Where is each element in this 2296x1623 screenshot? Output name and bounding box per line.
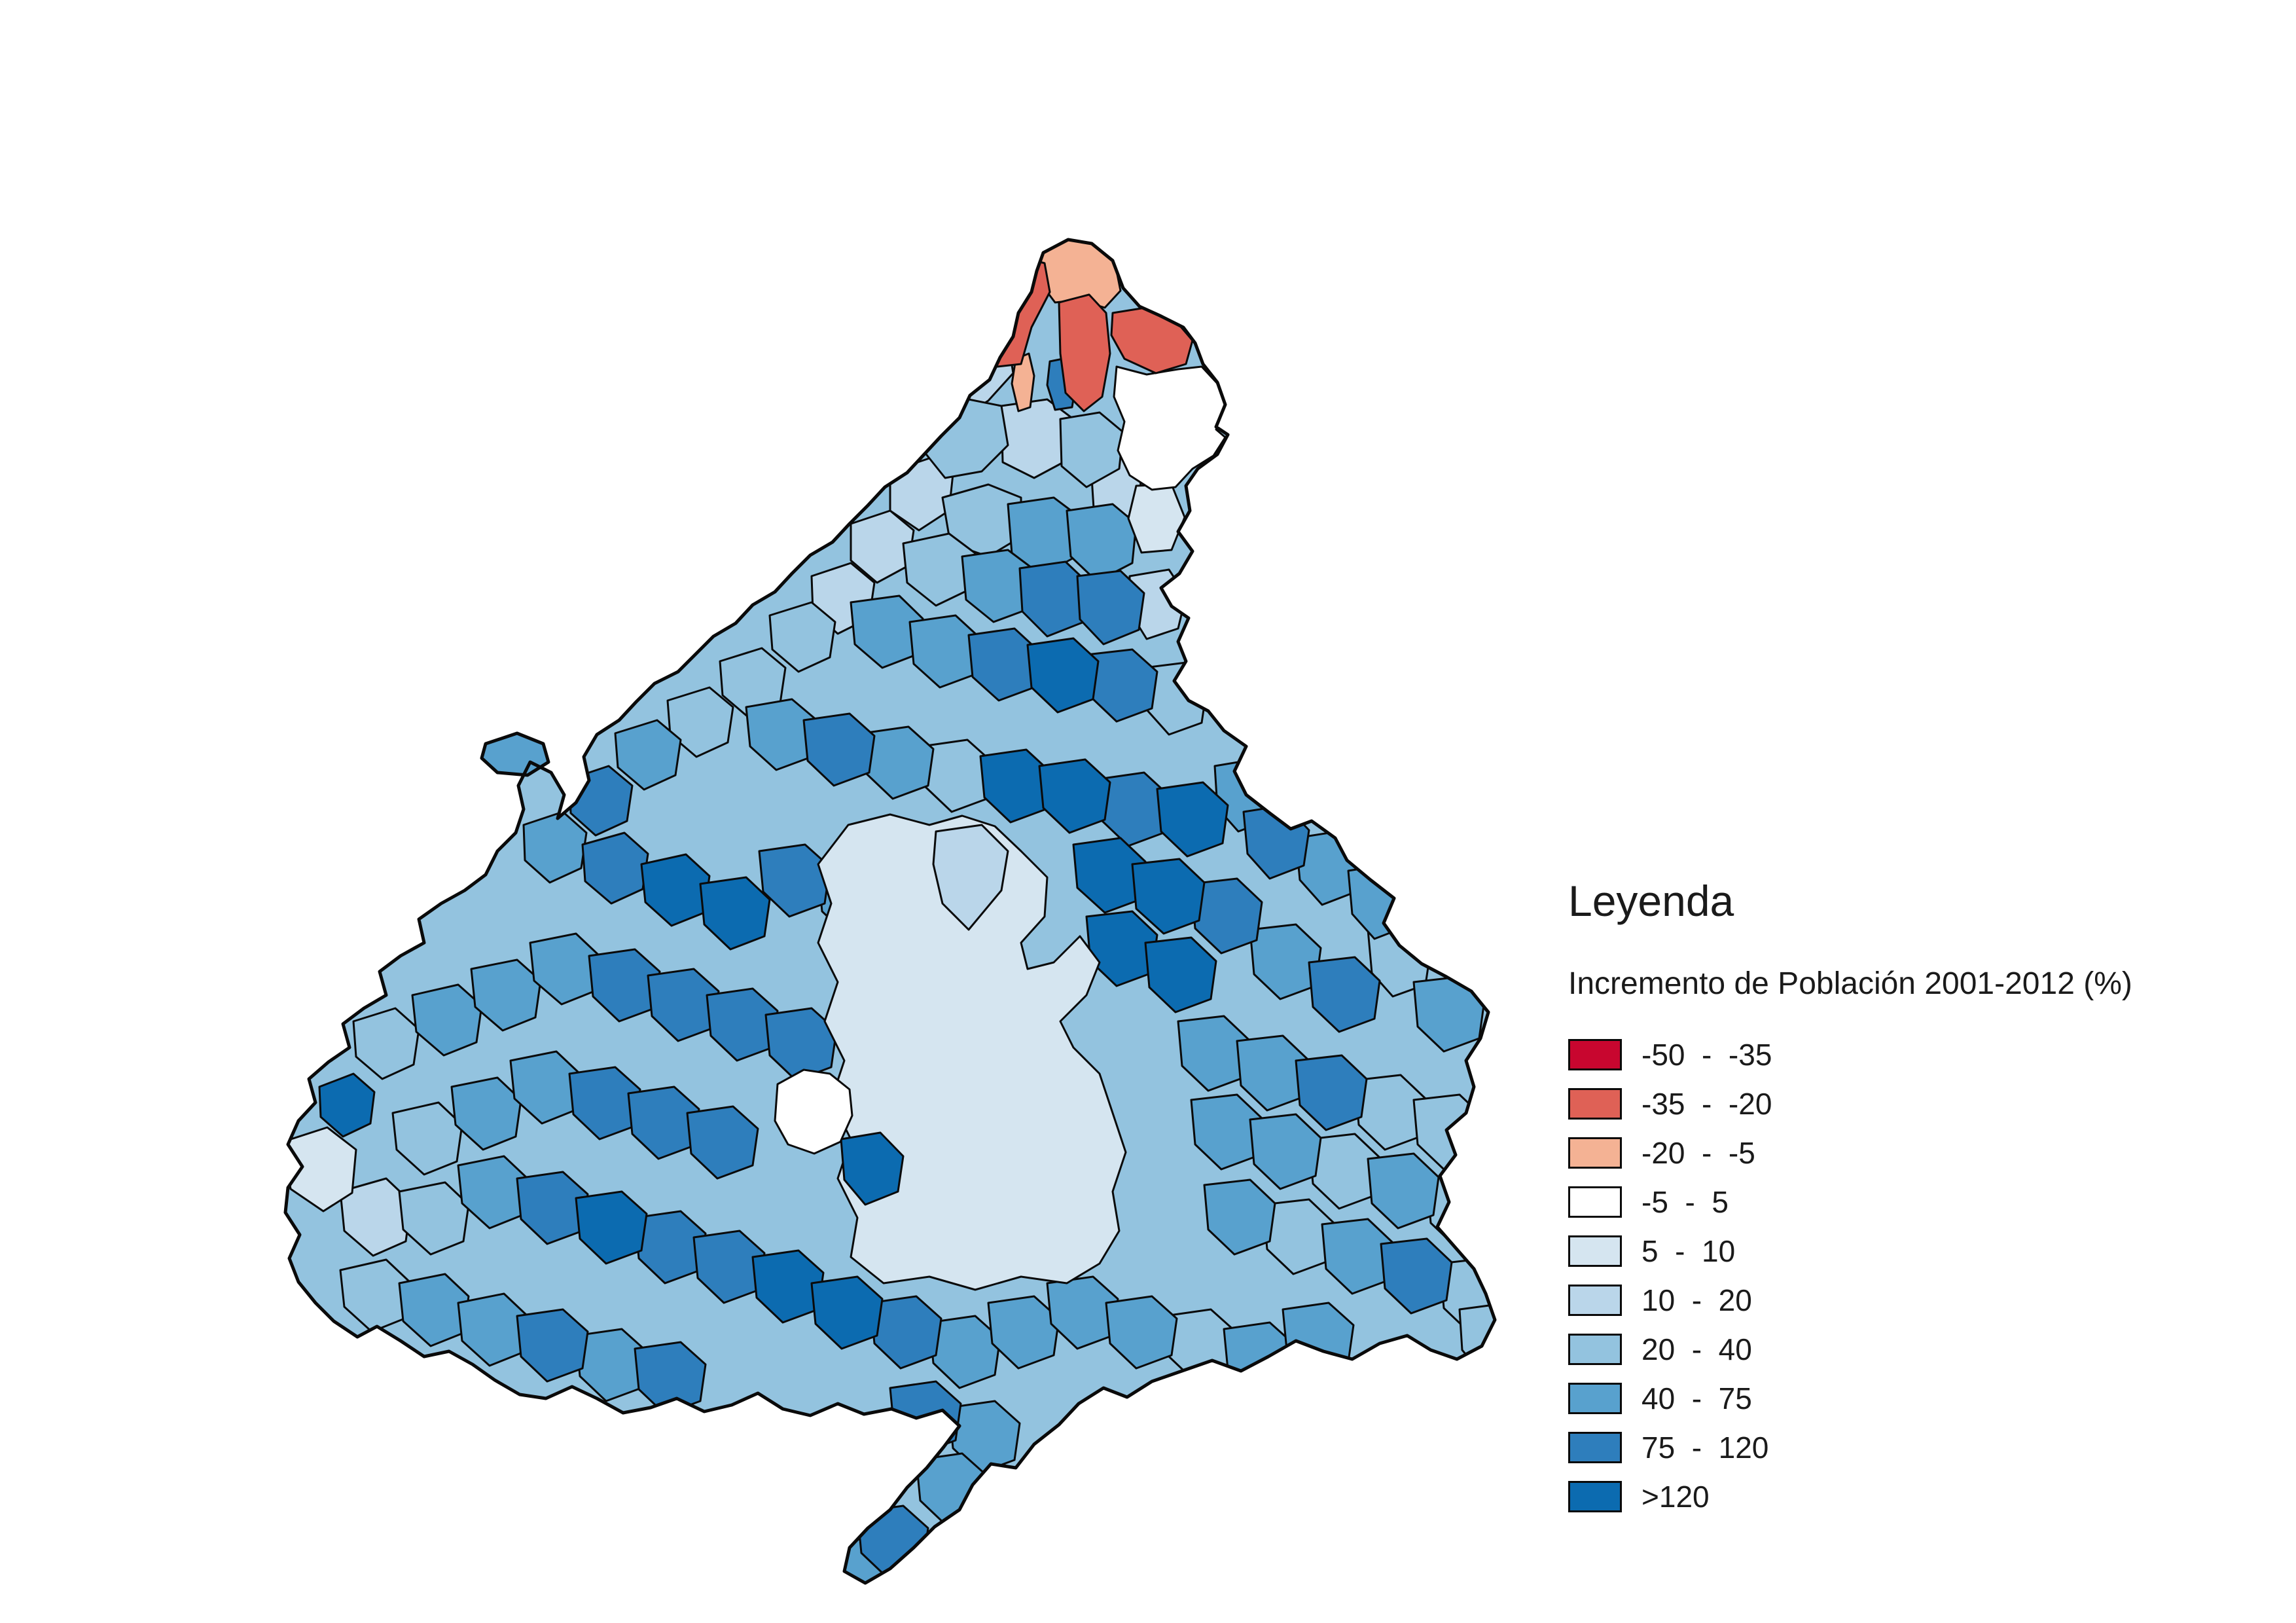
legend-row: 5 - 10 [1568,1226,2223,1275]
exclave-outline [480,731,550,777]
legend-swatch [1568,1480,1622,1512]
legend-row: -20 - -5 [1568,1128,2223,1177]
legend-swatch [1568,1038,1622,1070]
legend-label: 40 - 75 [1641,1381,1752,1415]
legend-row: 20 - 40 [1568,1324,2223,1374]
legend-row: >120 [1568,1472,2223,1521]
legend-swatch [1568,1284,1622,1316]
municipality-dark-southeast-of-hole [840,1131,905,1206]
legend-subtitle: Incremento de Población 2001-2012 (%) [1568,966,2132,1001]
legend-row: 75 - 120 [1568,1423,2223,1472]
municipalities-class-minus20-minus5 [1011,240,1122,412]
legend-label: 5 - 10 [1641,1233,1736,1268]
legend-label: -5 - 5 [1641,1184,1729,1219]
municipalities-class-75-120 [516,356,1453,1579]
white-municipality-northeast [1113,365,1228,491]
municipalities-class-minus5-5 [774,365,1228,1155]
legend-row: -35 - -20 [1568,1079,2223,1128]
legend-row: 40 - 75 [1568,1374,2223,1423]
legend-swatch [1568,1087,1622,1120]
legend-title: Leyenda [1568,877,1734,925]
madrid-north-wedge [932,824,1009,931]
legend-label: -50 - -35 [1641,1037,1772,1072]
region-outline [283,238,1497,1585]
legend-label: -20 - -5 [1641,1135,1755,1170]
legend-row: 10 - 20 [1568,1275,2223,1324]
legend-swatch [1568,1186,1622,1218]
legend-label: 20 - 40 [1641,1332,1752,1366]
legend-label: 75 - 120 [1641,1430,1769,1465]
municipalities-class-over-120 [318,637,1229,1350]
legend-label: -35 - -20 [1641,1086,1772,1121]
legend: Leyenda Incremento de Población 2001-201… [1568,877,2223,1521]
legend-swatch [1568,1235,1622,1267]
legend-row: -5 - 5 [1568,1177,2223,1226]
legend-label: >120 [1641,1479,1710,1514]
legend-swatch [1568,1431,1622,1463]
legend-swatch [1568,1137,1622,1169]
salmon-sliver [1011,352,1035,412]
legend-row: -50 - -35 [1568,1030,2223,1079]
legend-swatch [1568,1333,1622,1365]
legend-swatch [1568,1382,1622,1414]
white-municipality-southwest [774,1068,853,1155]
legend-label: 10 - 20 [1641,1283,1752,1317]
salmon-municipality-north-tip [1034,240,1122,309]
